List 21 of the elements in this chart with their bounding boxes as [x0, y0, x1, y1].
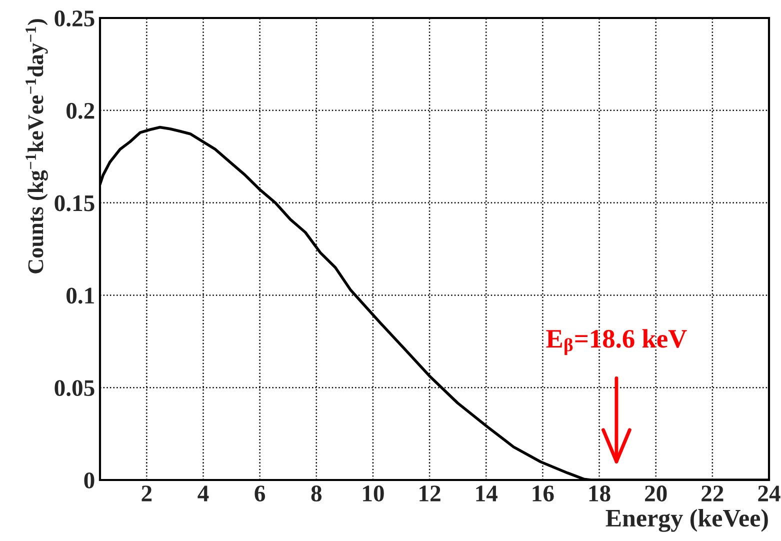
x-tick-label: 24: [758, 486, 780, 502]
x-axis-title: Energy (keVee): [606, 509, 768, 532]
x-tick-label: 10: [363, 486, 384, 502]
x-tick-label: 16: [532, 486, 554, 502]
y-tick-label: 0: [84, 472, 94, 488]
x-tick-label: 12: [420, 486, 440, 502]
y-tick-label: 0.25: [54, 10, 94, 27]
annotation: E$_{β}$=18.6 keV: [546, 329, 687, 356]
y-tick-label: 0.2: [66, 102, 94, 119]
y-tick-label: 0.1: [66, 288, 94, 304]
x-tick-label: 4: [198, 486, 209, 502]
x-tick-label: 14: [476, 486, 498, 502]
y-axis-title: Counts (kg$^{−1}$keVee$^{−1}$day$^{−1}$): [26, 19, 48, 274]
x-tick-label: 20: [645, 486, 667, 502]
y-tick-label: 0.15: [54, 195, 94, 212]
y-tick-label: 0.05: [54, 380, 94, 396]
x-tick-label: 2: [142, 486, 152, 502]
x-tick-label: 8: [311, 486, 322, 502]
x-tick-label: 18: [589, 486, 610, 502]
x-tick-label: 22: [702, 486, 724, 502]
x-tick-label: 6: [254, 486, 266, 502]
